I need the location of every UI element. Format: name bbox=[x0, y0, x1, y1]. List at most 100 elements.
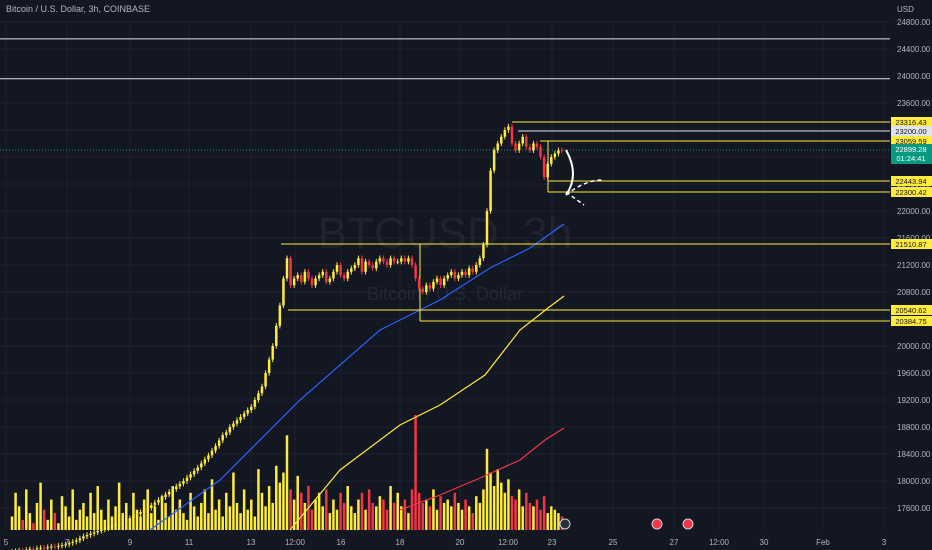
volume-bar bbox=[221, 516, 224, 530]
volume-bar bbox=[53, 513, 57, 530]
candle bbox=[110, 525, 114, 527]
candle bbox=[64, 544, 67, 546]
volume-bar bbox=[50, 499, 53, 530]
candle bbox=[367, 261, 371, 265]
volume-bar bbox=[178, 499, 182, 530]
volume-bar bbox=[257, 469, 260, 530]
volume-bar bbox=[403, 499, 407, 530]
volume-bar bbox=[260, 492, 264, 530]
candle bbox=[225, 432, 228, 436]
candle bbox=[292, 278, 296, 286]
chart-title: Bitcoin / U.S. Dollar, 3h, COINBASE bbox=[6, 4, 151, 14]
level-label-bg bbox=[891, 117, 932, 127]
time-tick-label: 20 bbox=[456, 538, 465, 547]
candle bbox=[125, 520, 128, 522]
event-marker-icon bbox=[682, 518, 694, 530]
candle bbox=[167, 491, 171, 495]
volume-bar bbox=[482, 489, 485, 530]
volume-bar bbox=[60, 496, 64, 530]
candle bbox=[557, 150, 560, 154]
volume-bar bbox=[32, 523, 35, 530]
volume-bar bbox=[275, 465, 278, 530]
candle bbox=[335, 265, 339, 272]
volume-bar bbox=[492, 486, 496, 530]
candle bbox=[46, 547, 49, 549]
candle bbox=[242, 413, 246, 417]
last-price-label-bg bbox=[891, 144, 932, 164]
candle bbox=[446, 275, 449, 279]
price-tick-label: 18000.00 bbox=[897, 477, 931, 486]
time-axis[interactable]: 5 7 9 11 13 12:00 16 18 20 12:00 23 25 27 12:00 30 Feb 3 bbox=[4, 538, 887, 547]
candle bbox=[160, 497, 164, 500]
price-tick-label: 21600.00 bbox=[897, 234, 931, 243]
time-tick-label: 30 bbox=[760, 538, 769, 547]
candle bbox=[260, 386, 264, 394]
event-markers[interactable] bbox=[559, 518, 694, 530]
volume-bar bbox=[278, 482, 282, 530]
candle bbox=[521, 136, 524, 144]
volume-bar bbox=[542, 496, 546, 530]
volume-bar bbox=[185, 519, 189, 530]
volume-bar bbox=[100, 509, 103, 530]
horizontal-levels[interactable] bbox=[0, 38, 890, 322]
candle bbox=[171, 489, 174, 492]
moving-average-line bbox=[289, 295, 565, 531]
volume-bar bbox=[282, 472, 285, 530]
volume-bar bbox=[200, 502, 203, 530]
volume-bar bbox=[150, 513, 153, 530]
volume-bar bbox=[364, 509, 367, 530]
volume-bar bbox=[192, 506, 196, 530]
volume-bar bbox=[435, 509, 439, 530]
time-tick-label: 7 bbox=[65, 538, 70, 547]
volume-bar bbox=[271, 502, 274, 530]
price-axis[interactable]: 24800.00 24400.00 24000.00 23600.00 23200.00… bbox=[891, 18, 932, 513]
moving-averages bbox=[149, 223, 565, 531]
candle bbox=[135, 514, 139, 517]
candle bbox=[450, 271, 453, 276]
projection-drawing bbox=[565, 149, 603, 206]
candle bbox=[142, 510, 146, 513]
candle bbox=[346, 271, 349, 279]
candle bbox=[221, 435, 224, 441]
volume-bar bbox=[421, 502, 424, 530]
candle bbox=[96, 530, 99, 533]
volume-bar bbox=[171, 486, 174, 530]
volume-bar bbox=[235, 502, 239, 530]
candle bbox=[92, 532, 96, 534]
candle bbox=[425, 285, 428, 292]
volume-bar bbox=[75, 519, 78, 530]
time-tick-label: 12:00 bbox=[285, 538, 306, 547]
candle bbox=[428, 285, 432, 289]
candle bbox=[350, 268, 353, 272]
volume-bar bbox=[392, 502, 396, 530]
volume-bar bbox=[450, 506, 453, 530]
volume-bar bbox=[485, 448, 489, 530]
volume-bar bbox=[546, 513, 549, 530]
volume-bar bbox=[289, 489, 292, 530]
volume-bar bbox=[57, 523, 60, 530]
volume-bar bbox=[17, 506, 21, 530]
candle bbox=[60, 545, 64, 547]
watermark-name: Bitcoin / U.S. Dollar bbox=[367, 284, 523, 304]
volume-bar bbox=[525, 492, 528, 530]
volume-bar bbox=[246, 509, 249, 530]
volume-bar bbox=[114, 506, 117, 530]
candle bbox=[107, 526, 110, 529]
volume-bar bbox=[557, 513, 560, 530]
candle bbox=[189, 474, 192, 478]
candle bbox=[400, 258, 403, 262]
volume-bar bbox=[446, 499, 449, 530]
candle bbox=[139, 512, 142, 515]
volume-bar bbox=[175, 509, 178, 530]
candle bbox=[471, 268, 474, 272]
candle bbox=[39, 547, 42, 549]
volume-bar bbox=[67, 516, 71, 530]
candle bbox=[435, 278, 439, 282]
candle bbox=[410, 258, 414, 265]
price-tick-label: 24400.00 bbox=[897, 45, 931, 54]
candle bbox=[232, 423, 235, 427]
currency-label: USD bbox=[897, 5, 914, 14]
candle bbox=[532, 143, 535, 151]
candle bbox=[482, 244, 485, 259]
